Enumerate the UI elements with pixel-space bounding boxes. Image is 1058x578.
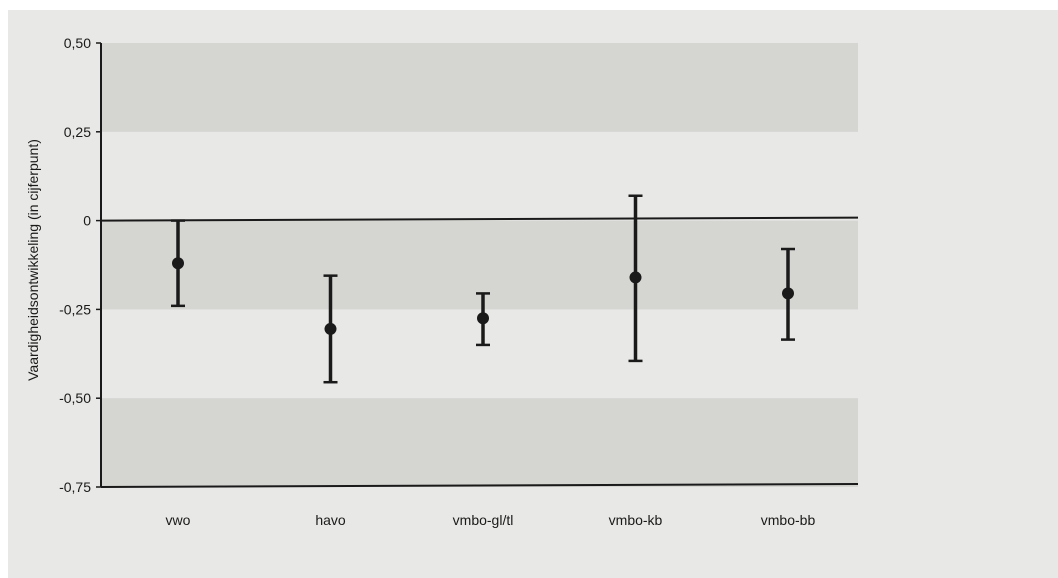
error-bar-chart: 0,50 0,25 0 -0,25 -0,50 -0,75 vwo havo vmbo-gl/… [25,35,859,528]
y-tick-label: 0,25 [64,124,91,140]
data-point [172,257,184,270]
data-marks [171,194,795,384]
x-axis-categories: vwo havo vmbo-gl/tl vmbo-kb vmbo-bb [166,512,816,528]
grid-band [101,220,858,310]
x-category-label: vmbo-kb [609,512,663,528]
x-category-label: vwo [166,512,191,528]
grid-band [101,43,858,132]
zero-line [100,216,859,222]
data-point [477,312,489,325]
y-tick-label: 0,50 [64,35,91,51]
background-bands [101,43,858,487]
y-tick-label: -0,50 [59,390,91,406]
y-tick-label: -0,75 [59,479,91,495]
y-tick-label: 0 [83,213,91,229]
data-point [782,287,794,300]
data-point [324,322,337,335]
x-category-label: vmbo-gl/tl [453,512,514,528]
y-axis-ticks: 0,50 0,25 0 -0,25 -0,50 -0,75 [59,35,101,495]
grid-band [101,398,858,487]
axes [100,43,859,488]
data-point [629,271,642,284]
chart-frame: 0,50 0,25 0 -0,25 -0,50 -0,75 vwo havo vmbo-gl/… [8,10,1058,578]
y-axis-title: Vaardigheidsontwikkeling (in cijferpunt) [25,139,41,381]
x-category-label: havo [315,512,346,528]
x-category-label: vmbo-bb [761,512,816,528]
x-axis-line [100,483,859,488]
y-tick-label: -0,25 [59,301,91,317]
